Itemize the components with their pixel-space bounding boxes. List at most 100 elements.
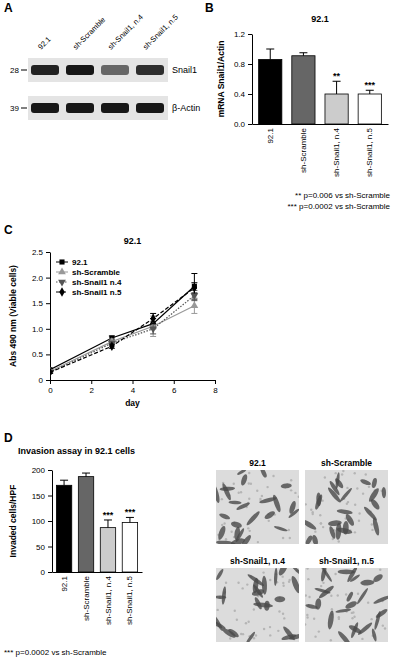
tick-mark [248,64,252,65]
pore [306,614,308,616]
pore [282,613,284,615]
pore [290,489,292,491]
cell [228,500,241,504]
error-bar [126,517,134,522]
pore [230,531,232,533]
cell [305,518,317,531]
error-bar [366,90,374,94]
pore [281,575,283,577]
chart-title: Invasion assay in 92.1 cells [18,446,135,456]
cell [335,608,351,614]
pore [247,621,249,623]
tick: 50 [36,543,52,552]
tick: 0 [41,568,52,577]
pore [253,608,255,610]
lane-label: sh-Snail1, n.4 [106,13,145,52]
mw-marker: 28 [10,66,19,75]
error-stem [107,520,108,528]
pore [288,529,290,531]
cell [318,584,336,600]
cell [274,568,278,586]
micrograph-label: sh-Snail1, n.5 [319,556,374,566]
tick: sh-Snail1, n.4 [104,572,113,625]
error-stem [336,81,337,94]
pore [221,498,223,500]
tick: 1.0 [32,325,50,334]
error-bar [299,53,307,56]
cell [290,575,299,594]
tick: 92.1 [60,572,69,592]
pore [334,573,336,575]
cell [371,628,378,642]
cell [336,527,353,535]
pore [351,617,353,619]
pore [338,540,340,542]
tick-label: 2.0 [32,274,44,283]
tick: sh-Snail1, n.4 [332,124,341,177]
tick-label: sh-Snail1, n.5 [365,127,374,176]
pore [221,524,223,526]
error-cap [150,336,156,337]
pore [306,616,308,618]
pore [259,498,261,500]
pore [250,483,252,485]
pore [223,522,225,524]
tick: 92.1 [266,124,275,144]
cell [221,627,237,640]
plot-marks [50,274,198,378]
marker [150,314,155,323]
error-bar [60,480,68,485]
pore [305,503,307,505]
panel-letter: B [205,1,214,15]
pore [379,569,381,571]
panel-letter: D [4,431,13,445]
annotation: *** p=0.0002 vs sh-Scramble [288,202,391,211]
pore [354,472,356,474]
significance: *** [103,510,114,520]
pore [382,624,384,626]
axis-line [53,572,143,573]
cell [263,510,276,521]
micrograph-background [305,470,388,544]
legend: 92.1sh-Scramblesh-Snail1 n.4sh-Snail1 n.… [56,258,122,297]
pore [305,594,307,596]
pore [249,530,251,532]
panel-c: C00.51.01.52.02.50246892.1sh-Scramblesh-… [4,223,218,408]
pore [384,627,386,629]
tick-label: 0.4 [234,90,246,99]
tick-mark [46,252,50,253]
tick-label: 1.0 [32,325,44,334]
tick-mark [48,496,52,497]
micrograph [305,568,388,642]
pore [294,492,296,494]
significance: *** [364,80,375,90]
tick-mark [248,124,252,125]
y-axis-title: Invaded cells/HPF [8,485,18,558]
panel-a: A92.1sh-Scramblesh-Snail1, n.4sh-Snail1,… [4,1,200,120]
tick-mark [46,380,50,381]
pore [263,628,265,630]
error-cap [150,323,156,324]
mw-dash [21,70,27,71]
cell [221,482,233,501]
tick: 0 [39,376,50,385]
pore [242,633,244,635]
band [136,65,164,75]
tick: 2 [90,380,95,395]
bar [259,60,282,125]
legend-marker [58,280,66,287]
pore [365,473,367,475]
tick: 150 [32,492,52,501]
micrograph-background [305,568,388,642]
micrograph-background [216,568,299,642]
pore [330,639,332,641]
cell [273,525,288,532]
axis-line [50,253,51,381]
tick-label: 0.8 [234,60,246,69]
panel-d: D05010015020092.1sh-Scramblesh-Snail1, n… [4,431,143,657]
cell [356,587,369,605]
pore [256,490,258,492]
panel-b: B0.00.40.81.292.1sh-Scramblesh-Snail1, n… [205,1,391,211]
pore [269,634,271,636]
tick-label: 4 [131,386,136,395]
